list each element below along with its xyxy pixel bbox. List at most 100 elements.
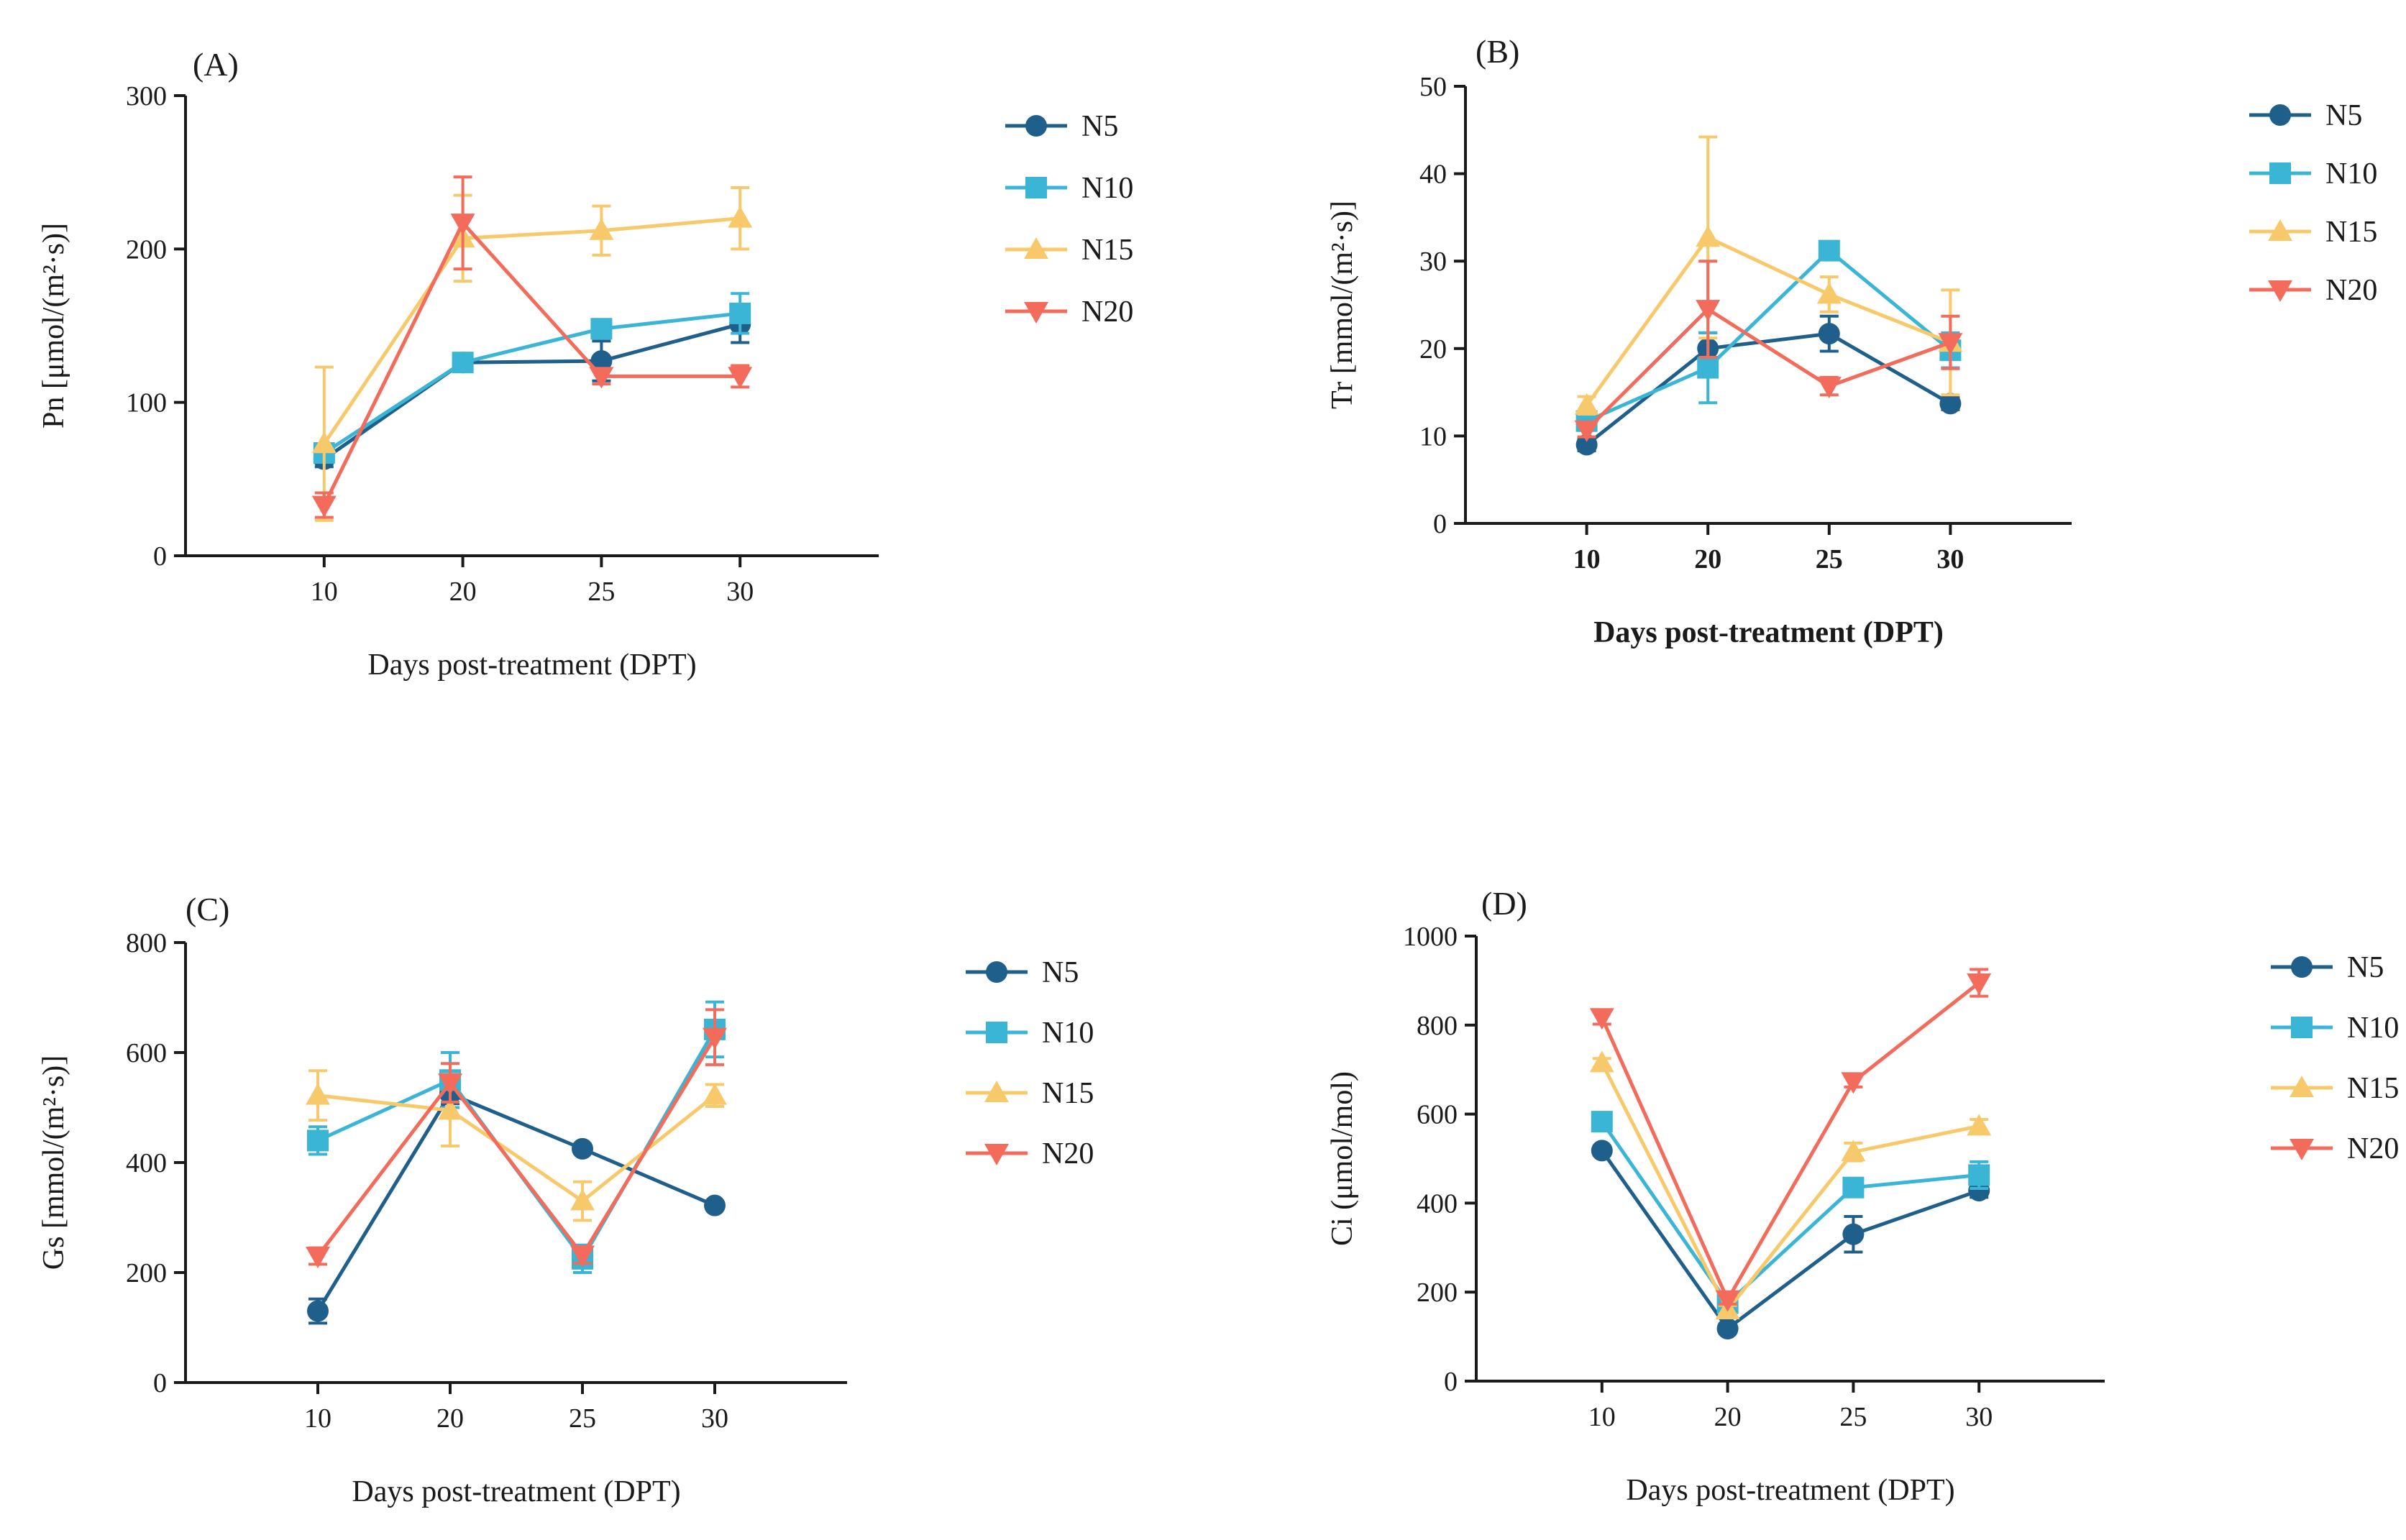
series-n5 (1591, 1140, 1990, 1339)
data-point (306, 1247, 330, 1269)
panel-label: (D) (1481, 885, 1527, 922)
data-point (590, 350, 613, 372)
legend-marker (2291, 956, 2313, 978)
series-line-n20 (316, 1036, 717, 1258)
data-point (1939, 393, 1962, 415)
series-line-n15 (1600, 1062, 1980, 1314)
x-tick-label: 25 (1816, 544, 1843, 574)
x-tick-label: 10 (304, 1403, 331, 1434)
series-n15 (306, 1069, 727, 1222)
x-tick-label: 30 (726, 577, 754, 607)
data-point (1816, 282, 1842, 304)
data-point (1841, 1072, 1866, 1094)
data-point (1591, 1140, 1613, 1162)
data-point (1967, 1114, 1992, 1136)
y-tick-label: 200 (1417, 1278, 1458, 1308)
legend-item-n20: N20 (1005, 295, 1133, 329)
data-point (1841, 1140, 1866, 1162)
series-line-n15 (1585, 235, 1952, 407)
y-tick-label: 400 (1417, 1188, 1458, 1219)
series-line-n15 (322, 216, 741, 445)
legend-label: N20 (1042, 1137, 1094, 1170)
legend: N5 N10 N15 N20 (966, 956, 1094, 1170)
series-n20 (306, 1008, 727, 1269)
legend-label: N10 (1042, 1017, 1094, 1050)
data-point (1574, 393, 1599, 415)
data-point (1696, 225, 1721, 247)
legend-label: N5 (2347, 951, 2384, 984)
series-n20 (1574, 260, 1963, 442)
y-tick-label: 300 (126, 81, 167, 111)
legend-label: N10 (1081, 172, 1133, 205)
y-tick-label: 800 (126, 928, 167, 958)
series-n5 (307, 1082, 726, 1325)
legend-label: N5 (1081, 110, 1118, 143)
y-tick-label: 600 (1417, 1100, 1458, 1130)
x-axis-title: Days post-treatment (DPT) (367, 648, 696, 682)
legend-item-n20: N20 (2249, 274, 2377, 307)
x-tick-label: 25 (1839, 1402, 1867, 1432)
x-tick-label: 25 (587, 577, 615, 607)
series-n20 (1589, 968, 1992, 1312)
y-tick-label: 30 (1419, 247, 1447, 277)
data-point (1589, 1050, 1614, 1073)
y-tick-label: 40 (1419, 160, 1447, 190)
data-point (1818, 323, 1840, 345)
data-point (307, 1129, 329, 1152)
panel-label: (A) (193, 46, 239, 83)
series-line-n5 (1600, 1149, 1980, 1332)
y-tick-label: 1000 (1403, 922, 1458, 952)
data-point (728, 206, 753, 228)
data-point (1968, 1164, 1990, 1186)
legend-label: N20 (2325, 274, 2377, 307)
series-n10 (1575, 239, 1962, 432)
legend-marker (2290, 1076, 2314, 1097)
data-point (450, 214, 475, 236)
x-tick-label: 25 (569, 1403, 596, 1434)
data-point (589, 218, 614, 240)
data-point (1716, 1317, 1739, 1339)
legend-item-n10: N10 (1005, 172, 1133, 205)
y-axis-title: Pn [μmol/(m²·s)] (37, 223, 70, 428)
panel-label: (B) (1476, 33, 1519, 70)
x-tick-label: 20 (1714, 1402, 1742, 1432)
series-n5 (1575, 314, 1962, 456)
legend-label: N10 (2347, 1012, 2399, 1045)
series-line-n20 (322, 219, 741, 506)
legend-label: N15 (1081, 234, 1133, 267)
x-tick-label: 30 (701, 1403, 728, 1434)
legend-label: N20 (2347, 1132, 2399, 1165)
series-line-n20 (1585, 306, 1952, 431)
x-tick-label: 20 (436, 1403, 464, 1434)
data-point (1818, 239, 1840, 262)
data-point (570, 1245, 595, 1268)
y-axis-title: Tr [mmol/(m²·s)] (1326, 201, 1359, 409)
y-tick-label: 50 (1419, 72, 1447, 102)
series-line-n10 (1586, 248, 1952, 423)
legend: N5 N10 N15 N20 (1005, 110, 1133, 329)
x-tick-label: 30 (1965, 1402, 1993, 1432)
panel-c: 0 200 400 600 800 10 20 25 30 Days post-treatment… (37, 891, 1094, 1508)
series-n15 (1574, 135, 1963, 416)
panel-d: 0 200 400 600 800 1000 10 20 25 30 Days post-treat… (1326, 885, 2399, 1507)
legend-item-n5: N5 (2249, 99, 2362, 132)
series-line-n10 (1600, 1120, 1980, 1306)
y-tick-label: 0 (153, 541, 167, 572)
legend-label: N5 (2325, 99, 2362, 132)
series-n20 (311, 175, 753, 519)
legend-marker (2268, 219, 2292, 241)
x-tick-label: 10 (1588, 1402, 1616, 1432)
data-point (438, 1098, 462, 1120)
legend-marker (2290, 1139, 2314, 1160)
data-point (1575, 434, 1598, 456)
x-axis-title: Days post-treatment (DPT) (1593, 616, 1944, 649)
series-line-n5 (323, 322, 741, 461)
data-point (1589, 1008, 1614, 1030)
data-point (1938, 333, 1963, 355)
x-tick-label: 10 (311, 577, 338, 607)
series-n15 (311, 186, 753, 522)
legend-marker (2268, 280, 2292, 302)
data-point (311, 431, 337, 454)
legend-item-n10: N10 (966, 1017, 1094, 1050)
data-point (1697, 357, 1719, 379)
